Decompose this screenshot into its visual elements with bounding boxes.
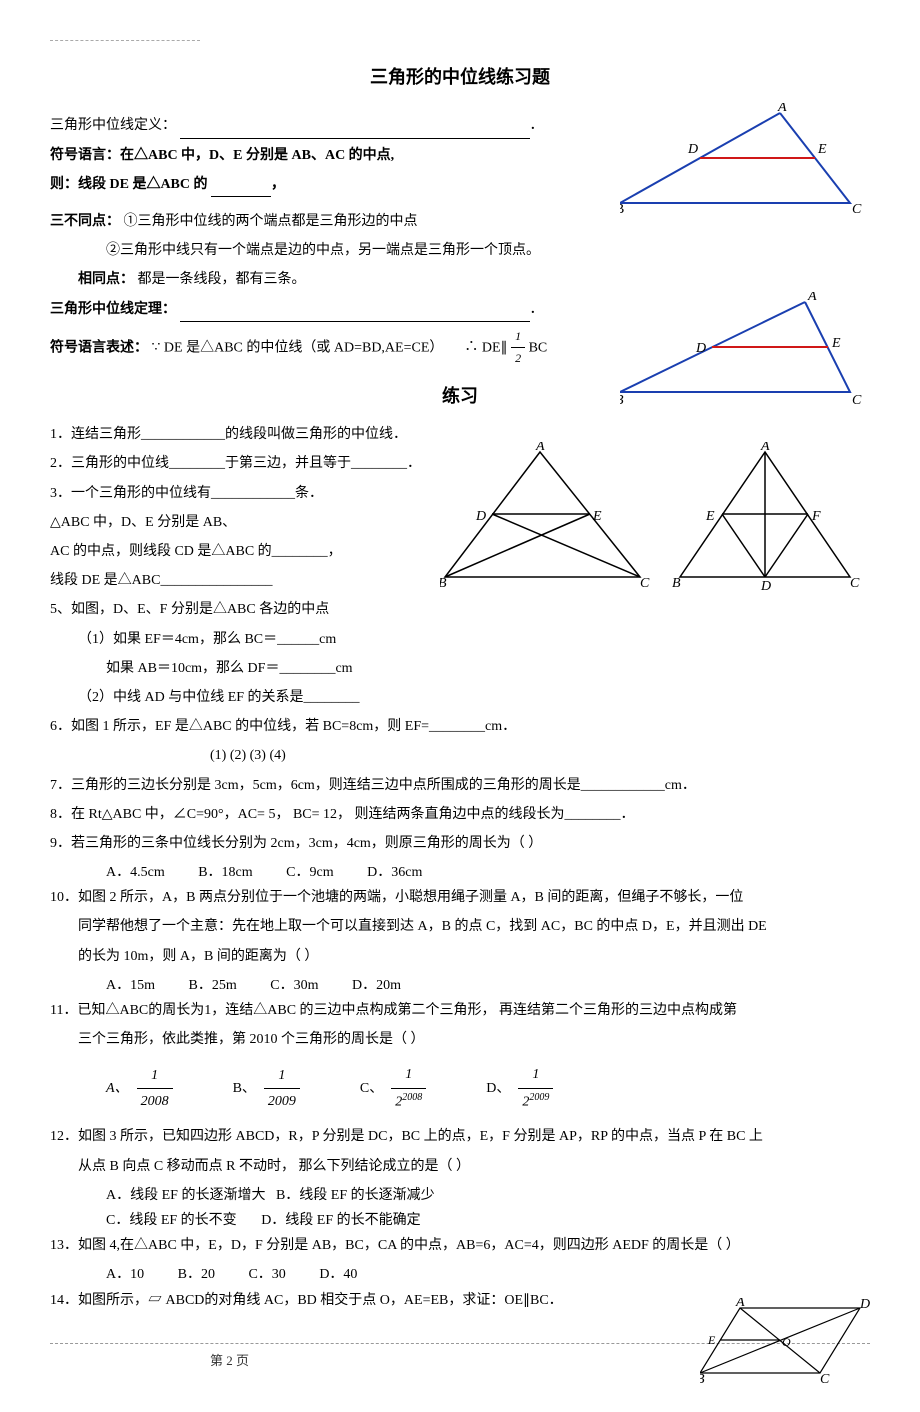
definition-label: 三角形中位线定义： <box>50 118 176 133</box>
q3: 3．一个三角形的中位线有____________条． <box>50 481 870 506</box>
q10c: 的长为 10m，则 A，B 间的距离为（ ） <box>50 944 870 969</box>
q5-2: （2）中线 AD 与中位线 EF 的关系是________ <box>50 685 870 710</box>
q14-block: A D B C O E 14．如图所示，▱ ABCD的对角线 AC，BD 相交于… <box>50 1288 870 1313</box>
q11-options: A、 12008 B、 12009 C、 122008 D、 122009 <box>50 1062 870 1114</box>
q12b: 从点 B 向点 C 移动而点 R 不动时， 那么下列结论成立的是（ ） <box>50 1154 870 1179</box>
symbolic2-line: 符号语言表述： DE 是△ABC 的中位线（或 AD=BD,AE=CE） DE∥… <box>50 326 870 370</box>
q12-opt-c: C．线段 EF 的长不变 <box>106 1213 237 1228</box>
because-icon <box>152 340 161 355</box>
q9-options: A．4.5cm B．18cm C．9cm D．36cm <box>50 860 870 885</box>
q13-opt-c: C．30 <box>248 1262 285 1287</box>
q9-opt-c: C．9cm <box>286 860 333 885</box>
q9-opt-d: D．36cm <box>367 860 422 885</box>
q9-opt-b: B．18cm <box>198 860 252 885</box>
blank-definition <box>180 122 530 139</box>
q4c: 线段 DE 是△ABC________________ <box>50 568 870 593</box>
q11-opt-b: B、 12009 <box>233 1063 300 1114</box>
then-line: 则：线段 DE 是△ABC 的 ， <box>50 172 870 197</box>
practice-block: A B C D E A B C E F D 1．连结三角形___________… <box>50 422 870 710</box>
q11b: 三个三角形，依此类推，第 2010 个三角形的周长是（ ） <box>50 1027 870 1052</box>
q11-opt-c: C、 122008 <box>360 1062 426 1114</box>
theorem-block: A B C D E 三角形中位线定理： ． 符号语言表述： DE 是△ABC 的… <box>50 297 870 370</box>
q8: 8．在 Rt△ABC 中，∠C=90°，AC= 5， BC= 12， 则连结两条… <box>50 802 870 827</box>
q13-options: A．10 B．20 C．30 D．40 <box>50 1262 870 1287</box>
blank-theorem <box>180 305 530 322</box>
svg-text:B: B <box>620 393 624 408</box>
q1: 1．连结三角形____________的线段叫做三角形的中位线． <box>50 422 870 447</box>
symbolic-line: 符号语言：在△ABC 中，D、E 分别是 AB、AC 的中点, <box>50 143 870 168</box>
q5-1b: 如果 AB＝10cm，那么 DF＝________cm <box>50 656 870 681</box>
q11a: 11．已知△ABC的周长为1，连结△ABC 的三边中点构成第二个三角形， 再连结… <box>50 998 870 1023</box>
svg-text:C: C <box>820 1372 830 1387</box>
q14: 14．如图所示，▱ ABCD的对角线 AC，BD 相交于点 O，AE=EB，求证… <box>50 1288 870 1313</box>
q12-opt-d: D．线段 EF 的长不能确定 <box>261 1213 420 1228</box>
q4a: △ABC 中，D、E 分别是 AB、 <box>50 510 870 535</box>
svg-text:C: C <box>852 393 862 408</box>
q9-opt-a: A．4.5cm <box>106 860 165 885</box>
q13: 13．如图 4,在△ABC 中，E，D，F 分别是 AB，BC，CA 的中点，A… <box>50 1233 870 1258</box>
therefore-icon <box>464 340 478 355</box>
q10a: 10．如图 2 所示，A，B 两点分别位于一个池塘的两端，小聪想用绳子测量 A，… <box>50 885 870 910</box>
q11-opt-a: A、 12008 <box>106 1063 173 1114</box>
q10b: 同学帮他想了一个主意：先在地上取一个可以直接到达 A，B 的点 C，找到 AC，… <box>50 914 870 939</box>
intro-block: A B C D E 三角形中位线定义： ． 符号语言：在△ABC 中，D、E 分… <box>50 113 870 292</box>
q13-opt-d: D．40 <box>319 1262 357 1287</box>
q10-opt-a: A．15m <box>106 973 155 998</box>
diff-line-1: 三不同点： ①三角形中位线的两个端点都是三角形边的中点 <box>50 209 870 234</box>
q11-opt-d: D、 122009 <box>486 1062 553 1114</box>
q13-opt-b: B．20 <box>178 1262 215 1287</box>
q10-opt-d: D．20m <box>352 973 401 998</box>
q4b: AC 的中点，则线段 CD 是△ABC 的________， <box>50 539 870 564</box>
svg-text:O: O <box>782 1335 791 1349</box>
theorem-line: 三角形中位线定理： ． <box>50 297 870 322</box>
blank-then <box>211 180 271 197</box>
q9: 9．若三角形的三条中位线长分别为 2cm，3cm，4cm，则原三角形的周长为（ … <box>50 831 870 856</box>
same-line: 相同点： 都是一条线段，都有三条。 <box>50 267 870 292</box>
definition-line: 三角形中位线定义： ． <box>50 113 870 138</box>
q12-options: A．线段 EF 的长逐渐增大 B．线段 EF 的长逐渐减少 C．线段 EF 的长… <box>50 1183 870 1233</box>
q2: 2．三角形的中位线________于第三边，并且等于________． <box>50 451 870 476</box>
svg-text:E: E <box>707 1333 716 1347</box>
q5: 5、如图，D、E、F 分别是△ABC 各边的中点 <box>50 597 870 622</box>
q12-opt-b: B．线段 EF 的长逐渐减少 <box>276 1188 435 1203</box>
diff-line-2: ②三角形中线只有一个端点是边的中点，另一端点是三角形一个顶点。 <box>50 238 870 263</box>
q12-opt-a: A．线段 EF 的长逐渐增大 <box>106 1188 265 1203</box>
page-title: 三角形的中位线练习题 <box>50 61 870 93</box>
q10-options: A．15m B．25m C．30m D．20m <box>50 973 870 998</box>
q13-opt-a: A．10 <box>106 1262 144 1287</box>
q5-1a: （1）如果 EF＝4cm，那么 BC＝______cm <box>50 627 870 652</box>
q7: 7．三角形的三边长分别是 3cm，5cm，6cm，则连结三边中点所围成的三角形的… <box>50 773 870 798</box>
q6-fig-labels: (1) (2) (3) (4) <box>50 743 870 768</box>
header-rule <box>50 40 200 41</box>
q10-opt-c: C．30m <box>270 973 318 998</box>
q6: 6．如图 1 所示，EF 是△ABC 的中位线，若 BC=8cm，则 EF=__… <box>50 714 870 739</box>
q10-opt-b: B．25m <box>189 973 237 998</box>
q12a: 12．如图 3 所示，已知四边形 ABCD，R，P 分别是 DC，BC 上的点，… <box>50 1124 870 1149</box>
svg-text:B: B <box>700 1372 705 1387</box>
